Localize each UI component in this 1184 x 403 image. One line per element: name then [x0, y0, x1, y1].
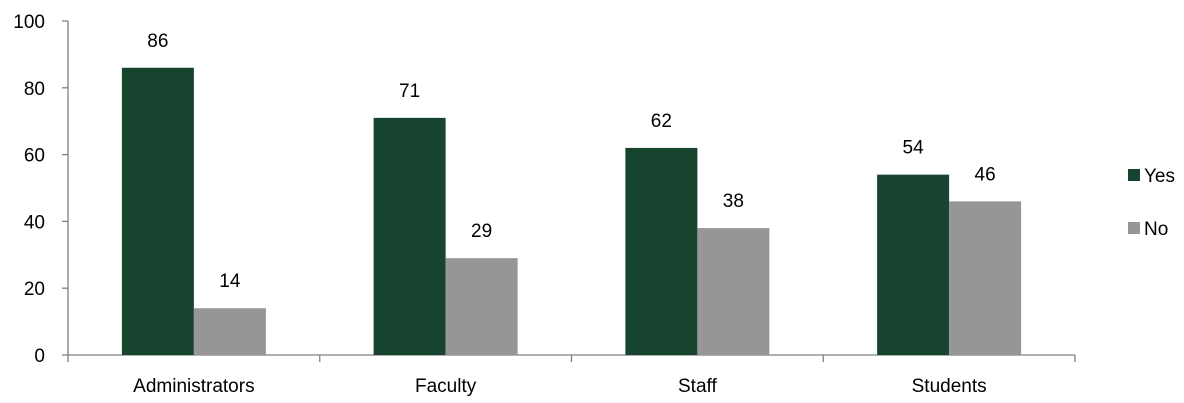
data-label: 62 — [651, 111, 672, 132]
bar-no-students — [949, 201, 1022, 355]
data-label: 54 — [903, 138, 925, 159]
data-label: 38 — [723, 191, 744, 212]
legend-swatch-no — [1128, 222, 1140, 234]
x-tick-label: Administrators — [133, 376, 254, 397]
chart-axes: 0 20 40 60 80 100 Administrators Faculty Staff St… — [13, 12, 1076, 397]
y-tick-label: 20 — [24, 279, 45, 300]
x-tick-label: Staff — [678, 376, 717, 397]
y-tick-label: 40 — [24, 212, 45, 233]
y-tick-label: 60 — [24, 146, 45, 167]
x-tick-label: Students — [912, 376, 987, 397]
y-tick-label: 0 — [34, 346, 45, 367]
chart-bars — [121, 67, 1022, 355]
bar-yes-students — [877, 174, 950, 355]
data-label: 14 — [219, 271, 241, 292]
chart-data-labels: 86 14 71 29 62 38 54 46 — [147, 31, 995, 292]
bar-yes-faculty — [373, 117, 446, 355]
bar-yes-administrators — [121, 67, 194, 355]
data-label: 29 — [471, 221, 492, 242]
data-label: 71 — [399, 81, 420, 102]
bar-no-staff — [697, 228, 770, 355]
data-label: 86 — [147, 31, 168, 52]
chart-legend: Yes No — [1128, 166, 1175, 240]
legend-label-yes: Yes — [1144, 166, 1175, 187]
bar-no-faculty — [445, 258, 518, 355]
x-tick-label: Faculty — [415, 376, 477, 397]
legend-label-no: No — [1144, 219, 1168, 240]
legend-swatch-yes — [1128, 169, 1140, 181]
bar-no-administrators — [193, 308, 266, 355]
y-tick-label: 80 — [24, 79, 45, 100]
y-tick-label: 100 — [13, 12, 45, 33]
bar-yes-staff — [625, 147, 698, 355]
data-label: 46 — [975, 164, 996, 185]
